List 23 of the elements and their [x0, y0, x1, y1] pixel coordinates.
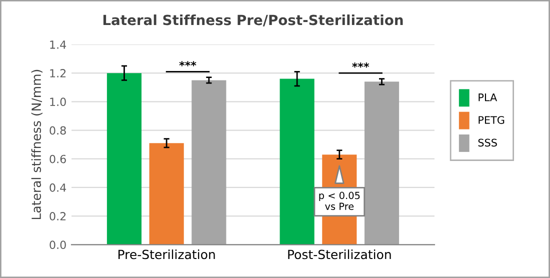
bar: [149, 143, 184, 245]
annotation: p < 0.05 vs Pre: [319, 192, 360, 210]
chart-title: Lateral Stiffness Pre/Post-Sterilization: [103, 14, 403, 26]
legend-label: SSS: [478, 138, 497, 147]
bar: [364, 82, 400, 245]
annotation: ***: [179, 61, 196, 66]
y-tick-label: 0.0: [50, 240, 66, 250]
y-tick-label: 1.4: [50, 40, 66, 49]
y-tick-label: 1.0: [50, 98, 66, 106]
x-tick-label: Post-Sterilization: [288, 250, 391, 260]
y-tick-label: 0.8: [50, 126, 66, 135]
y-axis-title: Lateral stiffness (N/mm): [31, 70, 42, 220]
y-tick-label: 0.6: [50, 154, 66, 164]
annotation: ***: [352, 62, 370, 68]
y-tick-label: 0.2: [50, 212, 66, 220]
bar: [106, 73, 142, 245]
y-tick-label: 0.4: [50, 183, 66, 192]
y-tick-label: 1.2: [50, 69, 66, 78]
x-tick-label: Pre-Sterilization: [118, 250, 215, 260]
bar: [192, 80, 226, 245]
legend-label: PLA: [478, 94, 498, 102]
bar: [280, 78, 314, 245]
legend-label: PETG: [478, 116, 504, 124]
